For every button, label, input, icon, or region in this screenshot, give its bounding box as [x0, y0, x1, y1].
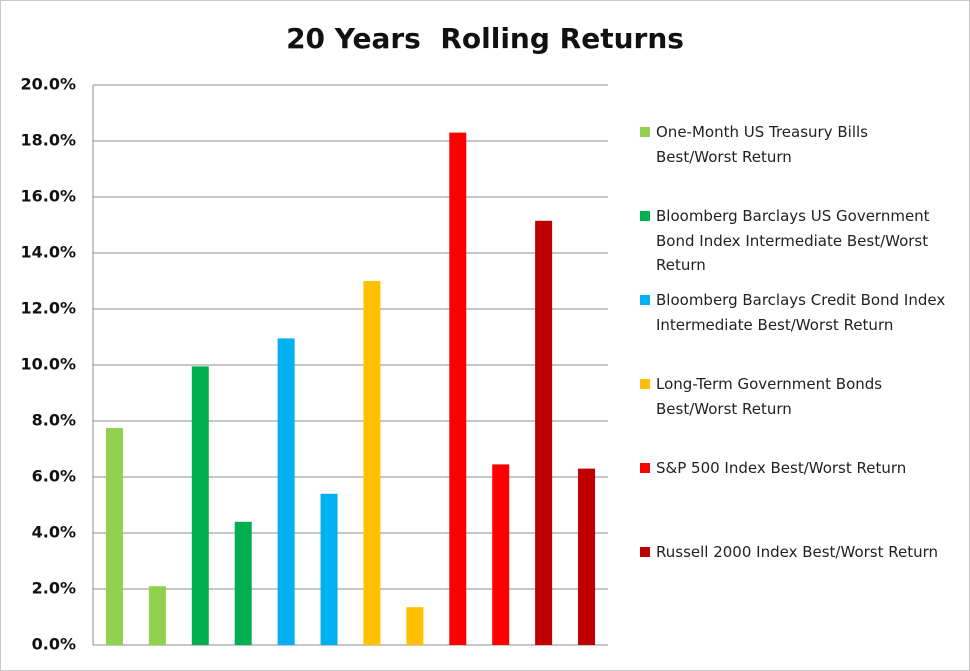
legend-swatch — [640, 127, 650, 137]
legend-swatch — [640, 547, 650, 557]
legend-item: S&P 500 Index Best/Worst Return — [640, 456, 950, 481]
legend-item: Bloomberg Barclays US Government Bond In… — [640, 204, 950, 278]
bar — [535, 220, 553, 646]
legend-item: Russell 2000 Index Best/Worst Return — [640, 540, 950, 565]
legend-label: One-Month US Treasury Bills Best/Worst R… — [656, 123, 868, 166]
bar — [148, 586, 166, 645]
bar — [578, 468, 596, 645]
bar — [320, 493, 338, 645]
y-tick-label: 12.0% — [20, 299, 76, 318]
legend-label: Russell 2000 Index Best/Worst Return — [656, 543, 939, 561]
bar — [191, 366, 209, 645]
y-tick-label: 20.0% — [20, 75, 76, 94]
legend-label: Bloomberg Barclays US Government Bond In… — [656, 207, 930, 274]
y-tick-label: 18.0% — [20, 131, 76, 150]
y-tick-label: 4.0% — [32, 523, 76, 542]
legend-label: Long-Term Government Bonds Best/Worst Re… — [656, 375, 883, 418]
y-tick-label: 2.0% — [32, 579, 76, 598]
bar — [363, 281, 381, 645]
chart-title: 20 Years Rolling Returns — [286, 22, 684, 55]
bar — [105, 428, 123, 645]
legend-label: Bloomberg Barclays Credit Bond Index Int… — [656, 291, 946, 334]
y-tick-label: 6.0% — [32, 467, 76, 486]
legend-swatch — [640, 211, 650, 221]
legend-swatch — [640, 463, 650, 473]
y-tick-label: 16.0% — [20, 187, 76, 206]
y-tick-label: 10.0% — [20, 355, 76, 374]
legend-item: Bloomberg Barclays Credit Bond Index Int… — [640, 288, 950, 337]
y-tick-label: 0.0% — [32, 635, 76, 654]
legend-item: One-Month US Treasury Bills Best/Worst R… — [640, 120, 950, 169]
legend-swatch — [640, 379, 650, 389]
bar — [277, 338, 295, 645]
y-tick-label: 8.0% — [32, 411, 76, 430]
legend-label: S&P 500 Index Best/Worst Return — [656, 459, 907, 477]
bar — [492, 464, 510, 645]
bar — [406, 607, 424, 645]
bar — [234, 521, 252, 645]
legend-item: Long-Term Government Bonds Best/Worst Re… — [640, 372, 950, 421]
bar — [449, 132, 467, 646]
y-tick-label: 14.0% — [20, 243, 76, 262]
legend-swatch — [640, 295, 650, 305]
